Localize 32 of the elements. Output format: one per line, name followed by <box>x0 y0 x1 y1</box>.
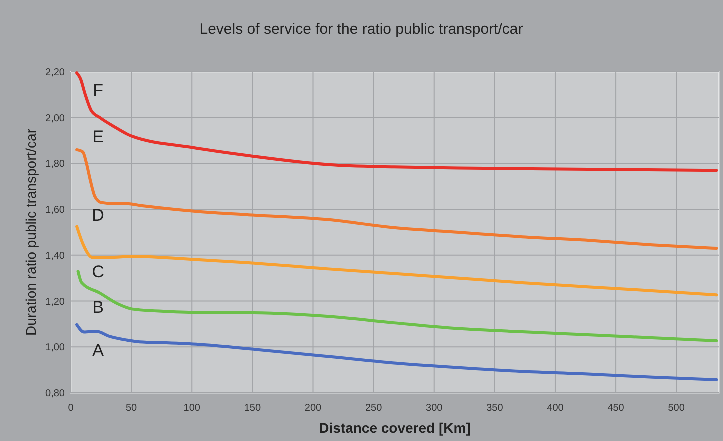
chart-title: Levels of service for the ratio public transport/car <box>200 21 524 38</box>
x-tick-label: 250 <box>365 403 383 414</box>
y-tick-label: 0,80 <box>46 388 66 400</box>
y-tick-label: 2,00 <box>46 113 66 124</box>
x-tick-label: 150 <box>244 403 262 414</box>
line-series <box>76 148 718 250</box>
line-series <box>76 225 718 297</box>
annotation: C <box>92 262 104 282</box>
x-tick-label: 50 <box>126 403 138 414</box>
x-tick-label: 100 <box>184 403 201 414</box>
x-tick-label: 300 <box>426 403 444 414</box>
x-tick-label: 200 <box>304 403 322 414</box>
y-tick-label: 1,80 <box>46 159 66 170</box>
y-tick-label: 1,20 <box>46 296 66 308</box>
x-tick-label: 450 <box>608 403 625 414</box>
x-axis-title: Distance covered [Km] <box>319 420 471 436</box>
x-tick-label: 500 <box>668 403 686 414</box>
x-tick-label: 350 <box>486 403 504 414</box>
y-tick-label: 2,20 <box>46 68 66 78</box>
y-tick-label: 1,40 <box>46 250 66 262</box>
annotation: E <box>92 128 104 147</box>
line-series <box>76 72 718 172</box>
annotation: D <box>92 206 104 226</box>
y-tick-label: 1,00 <box>46 342 66 354</box>
annotation: A <box>92 340 105 360</box>
x-tick-label: 400 <box>547 403 564 414</box>
annotation: B <box>92 298 104 318</box>
annotation: F <box>93 80 104 100</box>
x-tick-label: 0 <box>68 403 74 414</box>
line-series <box>76 323 718 382</box>
y-axis-title: Duration ratio public transport/car <box>23 128 39 336</box>
y-tick-label: 1,60 <box>46 205 66 216</box>
